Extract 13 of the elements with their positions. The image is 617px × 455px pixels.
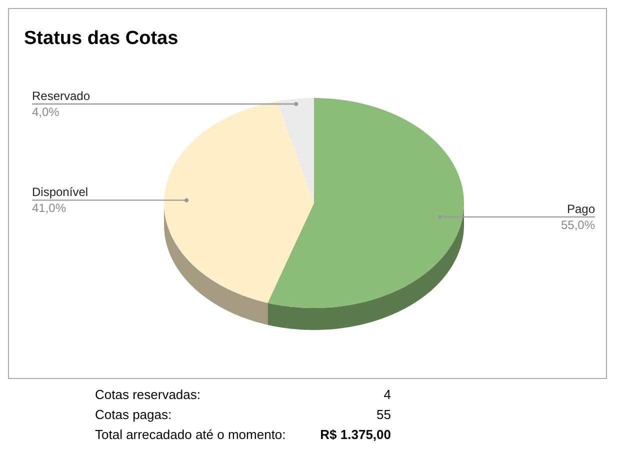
data-label: 4,0%: [32, 105, 60, 120]
text: Cotas reservadas:: [95, 387, 200, 402]
text: 4: [384, 387, 391, 402]
data-label: 55,0%: [560, 218, 596, 232]
slice-label: Disponível: [32, 185, 88, 200]
text: 55: [376, 407, 391, 422]
chart-title: Status das Cotas: [24, 28, 178, 49]
slice-label: Pago: [566, 202, 596, 216]
text: R$ 1.375,00: [320, 427, 391, 442]
slice-label: Reservado: [32, 89, 90, 104]
data-label: 41,0%: [32, 201, 66, 216]
text: Cotas pagas:: [95, 407, 172, 422]
text: Total arrecadado até o momento:: [95, 427, 286, 442]
